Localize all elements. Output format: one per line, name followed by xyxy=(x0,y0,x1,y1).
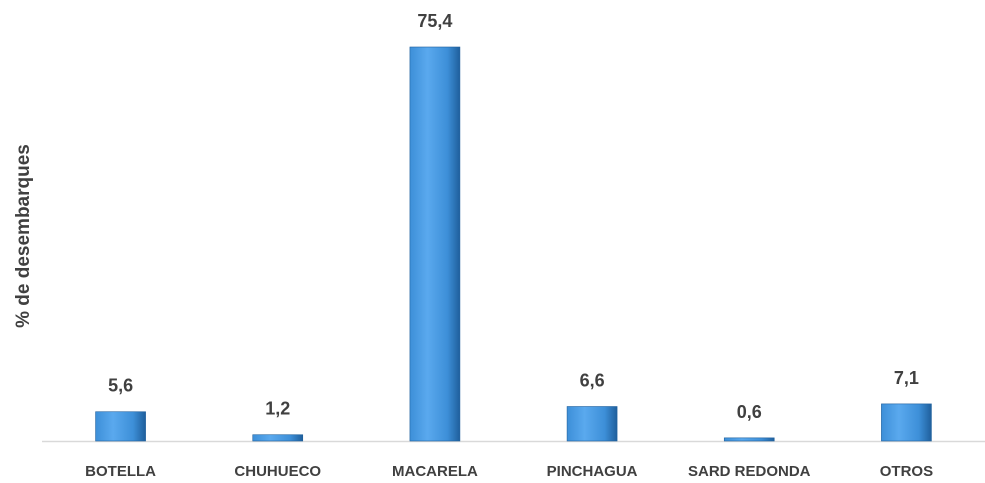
x-tick-label: CHUHUECO xyxy=(234,463,321,480)
data-label: 0,6 xyxy=(737,402,762,422)
x-tick-label: PINCHAGUA xyxy=(547,463,638,480)
data-label: 7,1 xyxy=(894,368,919,388)
data-label: 75,4 xyxy=(417,11,452,31)
x-tick-label: BOTELLA xyxy=(85,463,156,480)
data-label: 5,6 xyxy=(108,376,133,396)
data-label: 6,6 xyxy=(580,371,605,391)
x-tick-label: SARD REDONDA xyxy=(688,463,811,480)
x-tick-label: OTROS xyxy=(880,463,933,480)
data-label: 1,2 xyxy=(265,399,290,419)
bar-botella xyxy=(95,411,146,442)
bar-macarela xyxy=(409,46,461,442)
bar-sard-redonda xyxy=(723,437,775,442)
x-tick-label: MACARELA xyxy=(392,463,478,480)
bar-chuhueco xyxy=(252,434,304,442)
bar-otros xyxy=(881,403,932,442)
bar-pinchagua xyxy=(566,406,618,442)
